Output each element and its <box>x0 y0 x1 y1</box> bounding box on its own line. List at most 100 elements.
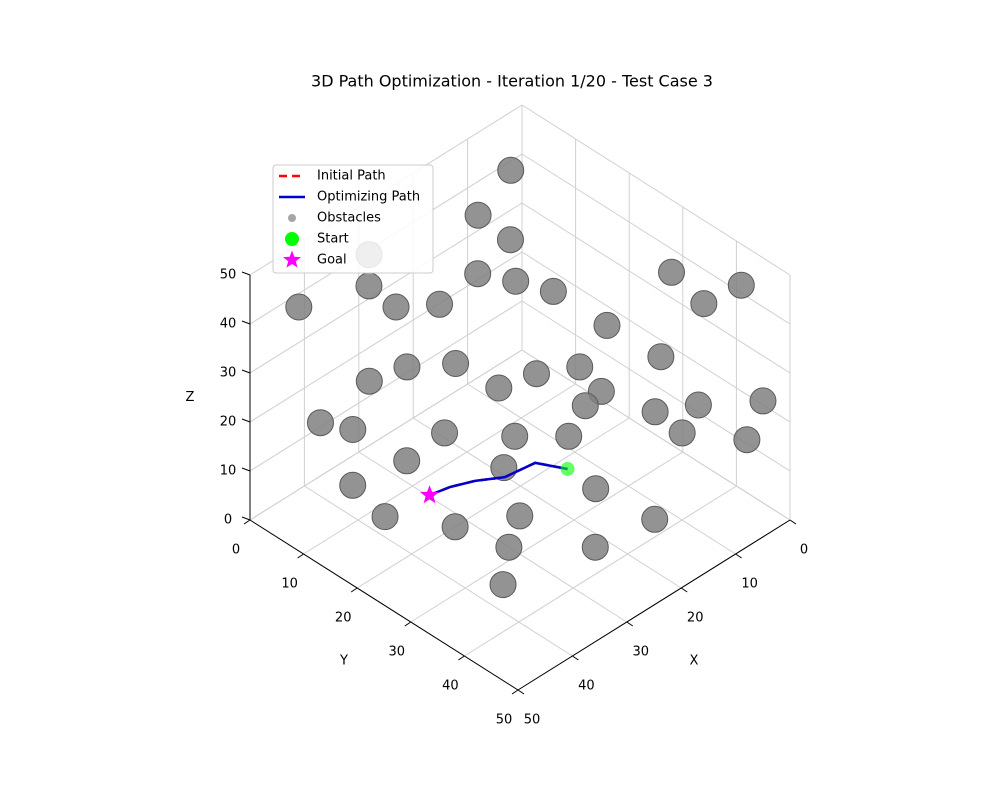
grid-line <box>521 349 791 521</box>
obstacle <box>566 353 594 381</box>
y-tick <box>458 655 465 661</box>
obstacle <box>393 353 421 381</box>
y-tick-label: 20 <box>335 611 352 626</box>
y-tick-label: 40 <box>442 679 459 694</box>
obstacle <box>464 201 492 229</box>
obstacle <box>355 367 383 395</box>
z-tick-label: 30 <box>220 366 237 381</box>
obstacle <box>684 391 712 419</box>
z-tick-label: 10 <box>220 464 237 479</box>
obstacle <box>733 426 761 454</box>
x-tick <box>572 655 579 661</box>
grid-line <box>521 202 791 374</box>
obstacle <box>571 392 599 420</box>
y-tick <box>243 519 251 525</box>
obstacle <box>539 277 567 305</box>
y-tick <box>350 587 358 593</box>
y-tick <box>297 553 304 559</box>
obstacle <box>690 290 718 318</box>
x-tick <box>735 553 742 559</box>
legend-swatch <box>282 250 302 268</box>
y-axis-title: Y <box>339 654 348 669</box>
obstacle <box>641 505 669 533</box>
legend-label: Initial Path <box>317 169 386 184</box>
obstacle <box>426 290 454 318</box>
obstacle <box>339 416 367 443</box>
obstacle <box>647 343 675 371</box>
x-tick <box>517 689 525 695</box>
obstacle <box>441 513 469 541</box>
z-tick <box>241 467 251 472</box>
x-tick <box>789 519 797 525</box>
obstacle <box>442 350 470 377</box>
grid-line <box>521 251 791 423</box>
grid-line <box>521 104 791 276</box>
y-tick <box>511 689 519 695</box>
grid-line <box>467 383 736 555</box>
obstacle <box>581 533 609 561</box>
y-tick <box>404 621 412 627</box>
grid-line <box>304 485 573 657</box>
z-tick <box>241 418 251 423</box>
obstacle <box>497 156 525 184</box>
x-tick-label: 0 <box>800 543 808 558</box>
grid-line <box>464 485 737 657</box>
grid-line <box>358 451 628 623</box>
x-tick-label: 50 <box>524 713 541 728</box>
z-tick <box>241 516 251 521</box>
obstacle <box>501 422 529 450</box>
obstacle <box>641 398 669 426</box>
goal-marker <box>420 485 440 504</box>
x-tick <box>680 587 688 593</box>
grid-line <box>412 417 682 589</box>
obstacle <box>382 293 410 321</box>
legend-swatch <box>288 214 296 222</box>
legend-label: Start <box>317 232 349 247</box>
obstacle <box>502 267 530 295</box>
obstacle <box>496 226 524 254</box>
obstacle <box>555 422 583 450</box>
grid-line <box>410 451 684 623</box>
obstacle <box>668 419 696 447</box>
obstacle <box>339 471 367 499</box>
z-tick-label: 20 <box>220 415 237 430</box>
obstacle <box>658 258 686 286</box>
z-tick-label: 50 <box>220 268 237 283</box>
z-tick-label: 0 <box>224 513 232 528</box>
x-tick-label: 40 <box>578 679 595 694</box>
grid-line <box>249 300 523 472</box>
obstacle <box>306 409 334 437</box>
obstacle <box>582 475 610 503</box>
path-line <box>429 461 568 497</box>
obstacle <box>506 502 534 530</box>
y-tick-label: 50 <box>496 713 513 728</box>
obstacle <box>749 387 777 415</box>
z-tick-label: 40 <box>220 317 237 332</box>
chart-title: 3D Path Optimization - Iteration 1/20 - … <box>311 72 713 91</box>
y-axis-line <box>249 519 519 691</box>
y-tick-label: 0 <box>232 543 240 558</box>
grid-line <box>249 202 523 374</box>
obstacle <box>431 419 459 447</box>
obstacle <box>285 293 313 321</box>
start-marker <box>560 461 575 476</box>
obstacle <box>727 271 755 299</box>
legend-label: Obstacles <box>317 211 381 226</box>
z-tick <box>241 320 251 325</box>
y-tick-label: 30 <box>389 645 406 660</box>
obstacle <box>371 503 399 531</box>
obstacle <box>522 360 550 388</box>
x-tick-label: 20 <box>687 611 704 626</box>
obstacle <box>593 311 621 339</box>
obstacle <box>489 571 517 599</box>
x-tick <box>626 621 634 627</box>
obstacle <box>393 447 421 475</box>
x-tick-label: 30 <box>633 645 650 660</box>
grid-line <box>249 349 523 521</box>
y-tick-label: 10 <box>281 577 298 592</box>
legend-swatch <box>285 232 299 246</box>
obstacle <box>485 374 513 402</box>
grid-line <box>356 417 630 589</box>
